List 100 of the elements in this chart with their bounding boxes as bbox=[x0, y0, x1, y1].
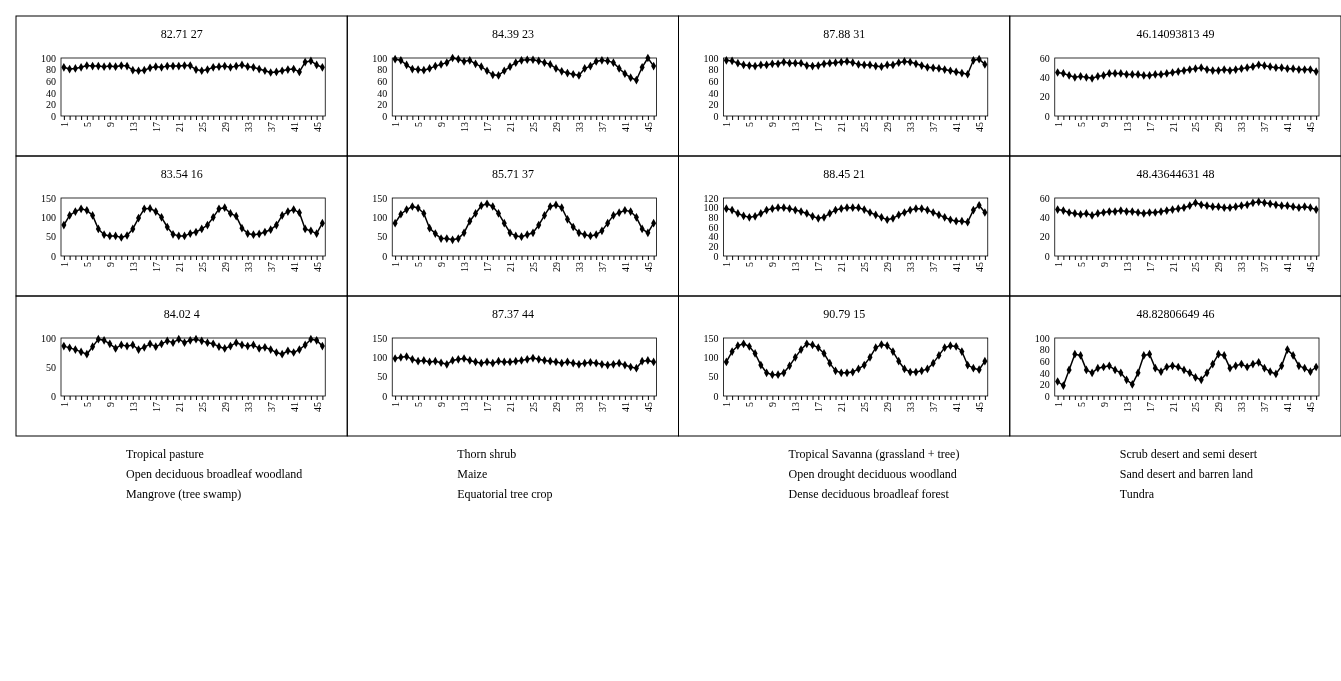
chart-title: 85.71 37 bbox=[491, 167, 534, 181]
x-tick-label: 17 bbox=[150, 122, 162, 132]
y-tick-label: 40 bbox=[46, 87, 56, 99]
x-tick-label: 1 bbox=[390, 122, 402, 127]
point bbox=[1192, 198, 1199, 208]
y-tick-label: 100 bbox=[41, 332, 56, 344]
x-tick-label: 33 bbox=[1236, 122, 1248, 132]
x-tick-label: 33 bbox=[242, 402, 254, 412]
y-tick-label: 100 bbox=[703, 352, 719, 364]
y-tick-label: 50 bbox=[708, 371, 719, 383]
y-tick-label: 20 bbox=[377, 99, 388, 111]
text: Sand desert and barren land bbox=[1119, 467, 1254, 481]
x-tick-label: 33 bbox=[905, 262, 917, 272]
x-tick-label: 1 bbox=[1052, 262, 1064, 267]
x-tick-label: 17 bbox=[813, 122, 825, 132]
x-tick-label: 33 bbox=[573, 122, 585, 132]
x-tick-label: 21 bbox=[1167, 262, 1179, 272]
x-tick-label: 37 bbox=[265, 402, 277, 412]
x-tick-label: 5 bbox=[413, 122, 425, 127]
x-tick-label: 45 bbox=[311, 262, 323, 272]
y-tick-label: 20 bbox=[1039, 231, 1050, 243]
x-tick-label: 41 bbox=[1282, 402, 1294, 412]
x-tick-label: 13 bbox=[459, 262, 471, 272]
point bbox=[518, 55, 525, 65]
y-tick-label: 0 bbox=[382, 390, 388, 402]
x-tick-label: 29 bbox=[1213, 402, 1225, 412]
x-tick-label: 33 bbox=[242, 122, 254, 132]
x-tick-label: 45 bbox=[642, 402, 654, 412]
x-tick-label: 25 bbox=[859, 122, 871, 132]
x-tick-label: 9 bbox=[767, 262, 779, 267]
x-tick-label: 17 bbox=[482, 122, 494, 132]
y-tick-label: 0 bbox=[382, 110, 388, 122]
chart-title: 83.54 16 bbox=[160, 167, 203, 181]
x-tick-label: 25 bbox=[527, 402, 539, 412]
text: Mangrove (tree swamp) bbox=[126, 487, 242, 501]
x-tick-label: 1 bbox=[58, 122, 70, 127]
point bbox=[518, 356, 525, 365]
y-tick-label: 20 bbox=[1039, 379, 1050, 391]
x-tick-label: 41 bbox=[619, 122, 631, 132]
x-tick-label: 21 bbox=[505, 122, 517, 132]
x-tick-label: 21 bbox=[173, 402, 185, 412]
x-tick-label: 5 bbox=[1075, 122, 1087, 127]
text: Tropical pasture bbox=[126, 447, 204, 461]
y-tick-label: 20 bbox=[708, 99, 719, 111]
x-tick-label: 29 bbox=[550, 262, 562, 272]
point bbox=[855, 60, 862, 69]
x-tick-label: 45 bbox=[974, 262, 986, 272]
x-tick-label: 37 bbox=[1259, 402, 1271, 412]
x-tick-label: 37 bbox=[596, 262, 608, 272]
point bbox=[1192, 64, 1199, 73]
point bbox=[181, 231, 188, 241]
x-tick-label: 33 bbox=[573, 402, 585, 412]
x-tick-label: 13 bbox=[459, 122, 471, 132]
x-tick-label: 45 bbox=[1305, 262, 1317, 272]
y-tick-label: 40 bbox=[708, 231, 719, 243]
x-tick-label: 9 bbox=[436, 262, 448, 267]
x-tick-label: 41 bbox=[288, 402, 300, 412]
x-tick-label: 5 bbox=[81, 402, 93, 407]
x-tick-label: 1 bbox=[58, 262, 70, 267]
y-tick-label: 150 bbox=[372, 332, 388, 344]
x-tick-label: 41 bbox=[619, 402, 631, 412]
point bbox=[855, 364, 862, 374]
x-tick-label: 29 bbox=[219, 122, 231, 132]
x-tick-label: 33 bbox=[1236, 402, 1248, 412]
x-tick-label: 21 bbox=[173, 262, 185, 272]
point bbox=[181, 61, 188, 70]
x-tick-label: 37 bbox=[928, 122, 940, 132]
point bbox=[1192, 373, 1199, 382]
x-tick-label: 17 bbox=[1144, 122, 1156, 132]
point bbox=[1169, 68, 1176, 77]
y-tick-label: 100 bbox=[372, 212, 388, 224]
x-tick-label: 29 bbox=[219, 402, 231, 412]
x-tick-label: 9 bbox=[767, 402, 779, 407]
x-tick-label: 17 bbox=[1144, 262, 1156, 272]
x-tick-label: 1 bbox=[390, 402, 402, 407]
x-tick-label: 25 bbox=[196, 122, 208, 132]
x-tick-label: 5 bbox=[413, 262, 425, 267]
x-tick-label: 25 bbox=[859, 402, 871, 412]
y-tick-label: 80 bbox=[1039, 344, 1050, 356]
x-tick-label: 37 bbox=[596, 122, 608, 132]
x-tick-label: 45 bbox=[311, 122, 323, 132]
x-tick-label: 9 bbox=[104, 262, 116, 267]
x-tick-label: 9 bbox=[1098, 262, 1110, 267]
x-tick-label: 9 bbox=[1098, 122, 1110, 127]
text: Tropical Savanna (grassland + tree) bbox=[788, 447, 960, 461]
x-tick-label: 5 bbox=[1075, 262, 1087, 267]
x-tick-label: 21 bbox=[836, 402, 848, 412]
y-tick-label: 40 bbox=[377, 87, 388, 99]
y-tick-label: 40 bbox=[708, 87, 719, 99]
x-tick-label: 13 bbox=[790, 402, 802, 412]
x-tick-label: 21 bbox=[1167, 402, 1179, 412]
y-tick-label: 80 bbox=[708, 212, 719, 224]
y-tick-label: 100 bbox=[41, 212, 56, 224]
y-tick-label: 20 bbox=[46, 99, 56, 111]
x-tick-label: 33 bbox=[905, 402, 917, 412]
y-tick-label: 0 bbox=[51, 110, 56, 122]
x-tick-label: 41 bbox=[951, 122, 963, 132]
x-tick-label: 33 bbox=[242, 262, 254, 272]
x-tick-label: 25 bbox=[196, 262, 208, 272]
x-tick-label: 21 bbox=[836, 122, 848, 132]
